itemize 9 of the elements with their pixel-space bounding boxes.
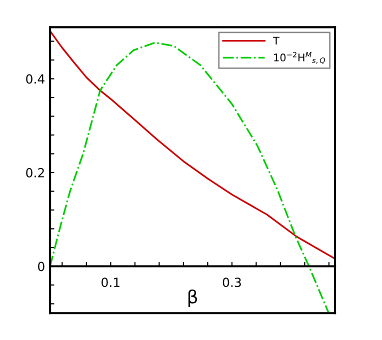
line-series bbox=[50, 30, 336, 260]
legend-label: 10$^{−2}$H$^{M}$$_{s,Q}$ bbox=[274, 52, 326, 64]
y-tick-label: 0 bbox=[38, 262, 44, 272]
x-tick-label: 0.1 bbox=[102, 278, 120, 288]
x-tick-label: 0.3 bbox=[222, 278, 241, 288]
legend-label: T bbox=[273, 36, 280, 44]
y-tick-label: 0.4 bbox=[26, 74, 44, 84]
x-axis-title: β bbox=[188, 289, 197, 308]
y-tick-label: 0.2 bbox=[26, 168, 44, 178]
